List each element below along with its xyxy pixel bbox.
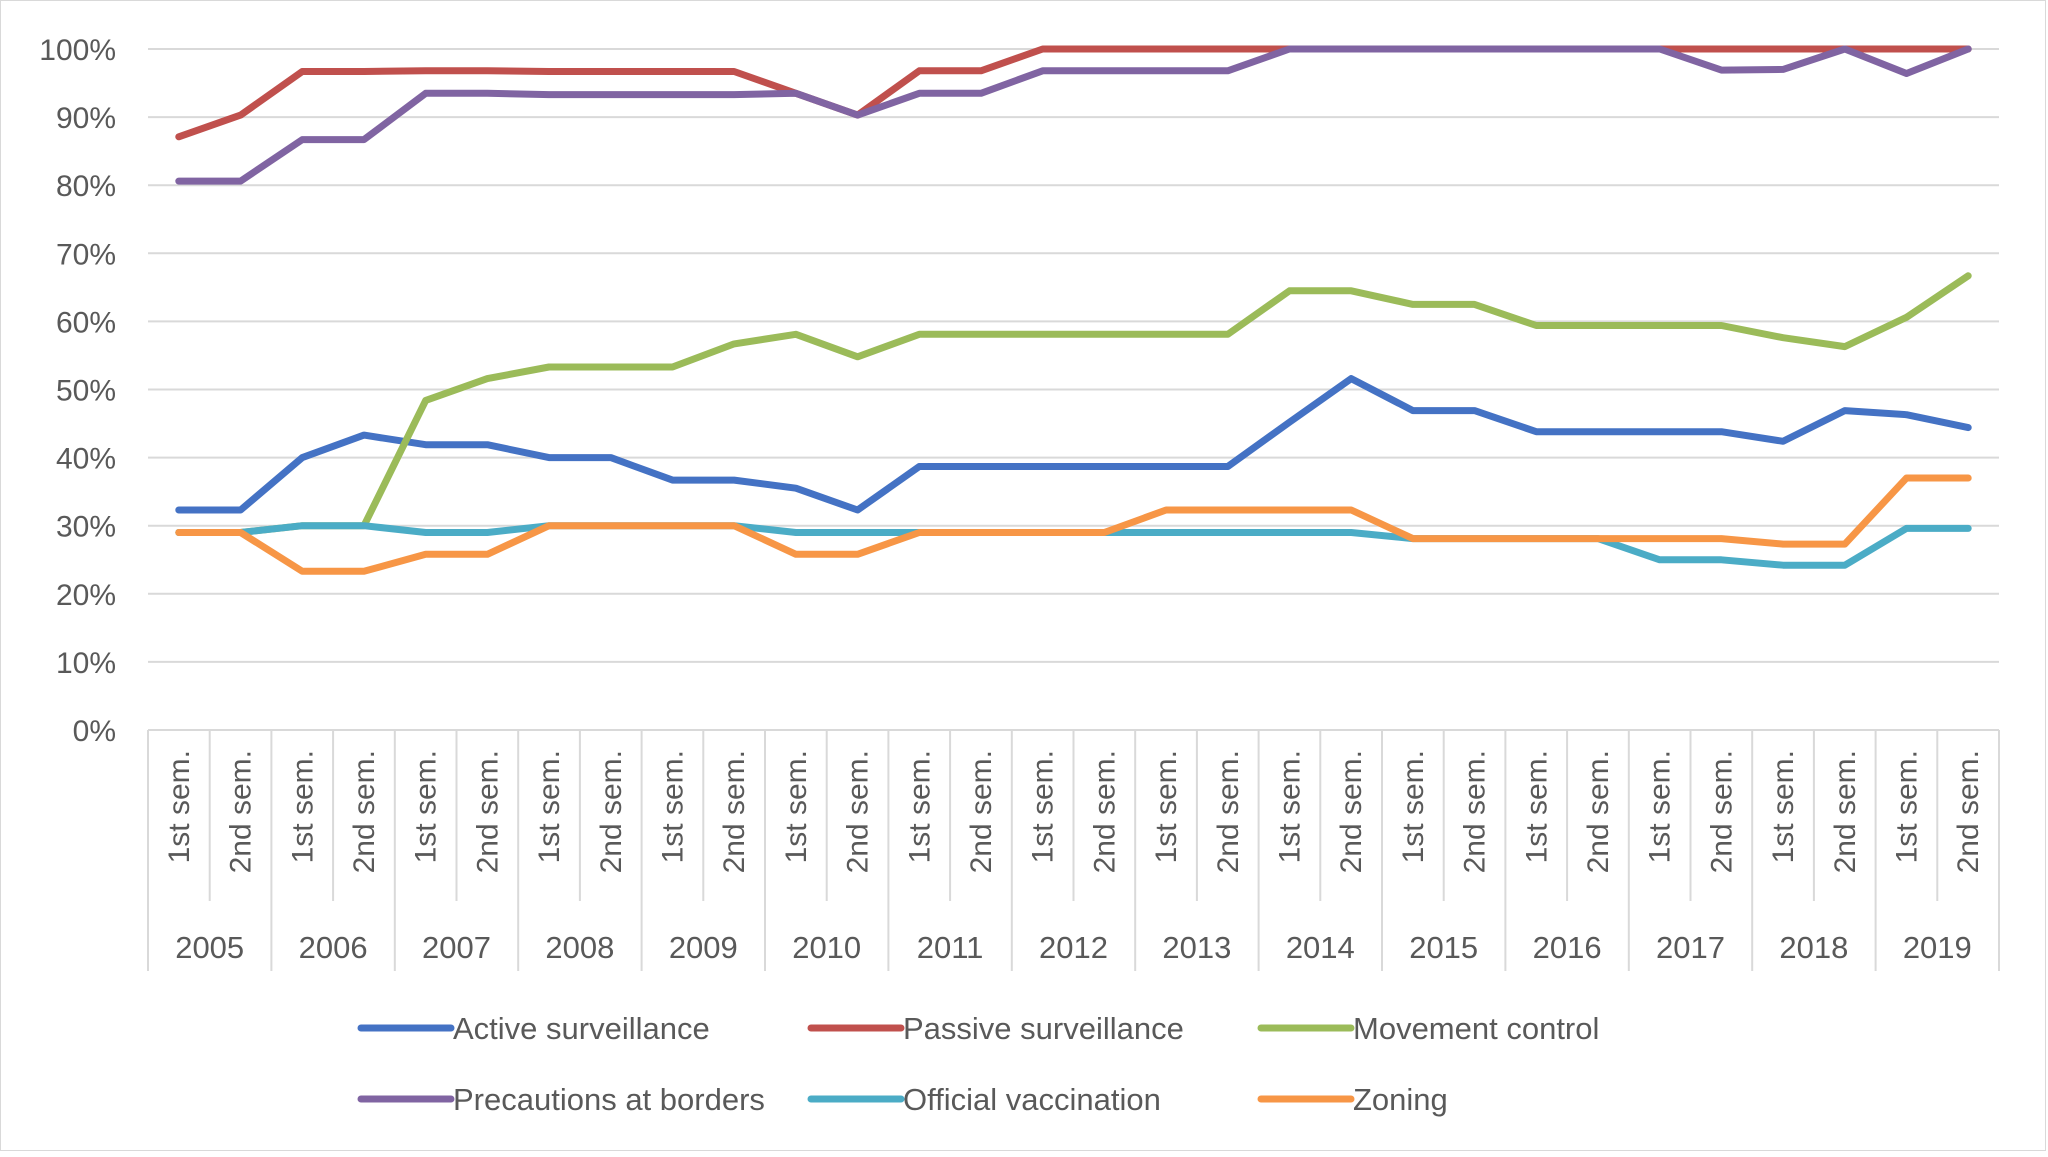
y-tick-label: 0%: [73, 715, 116, 748]
y-tick-label: 40%: [56, 443, 116, 476]
x-tick-label: 1st sem.: [410, 750, 443, 863]
x-tick-label: 2nd sem.: [1212, 750, 1245, 873]
x-tick-label: 1st sem.: [286, 750, 319, 863]
x-tick-label: 2nd sem.: [1705, 750, 1738, 873]
x-group-label: 2018: [1779, 930, 1848, 965]
x-tick-label: 2nd sem.: [471, 750, 504, 873]
x-tick-label: 2nd sem.: [1829, 750, 1862, 873]
x-group-label: 2015: [1409, 930, 1478, 965]
x-group-label: 2009: [669, 930, 738, 965]
x-tick-label: 1st sem.: [1767, 750, 1800, 863]
y-tick-label: 90%: [56, 102, 116, 135]
x-tick-label: 1st sem.: [163, 750, 196, 863]
axes: 0% 10% 20% 30% 40% 50% 60% 70% 80% 90% 100% 1st sem…: [39, 34, 2000, 971]
series-line: [175, 375, 1972, 514]
y-tick-label: 60%: [56, 306, 116, 339]
legend-label: Precautions at borders: [453, 1082, 765, 1117]
x-group-label: 2010: [792, 930, 861, 965]
x-tick-label: 2nd sem.: [842, 750, 875, 873]
x-tick-label: 1st sem.: [1027, 750, 1060, 863]
legend-label: Official vaccination: [903, 1082, 1161, 1117]
x-tick-label: 2nd sem.: [595, 750, 628, 873]
series-line: [175, 474, 1972, 575]
x-group-label: 2013: [1162, 930, 1231, 965]
series-line: [175, 272, 1972, 536]
x-group-label: 2014: [1286, 930, 1355, 965]
legend-label: Zoning: [1353, 1082, 1448, 1117]
y-tick-label: 70%: [56, 238, 116, 271]
x-tick-label: 2nd sem.: [1582, 750, 1615, 873]
y-tick-label: 20%: [56, 579, 116, 612]
x-tick-label: 2nd sem.: [718, 750, 751, 873]
y-tick-label: 100%: [39, 34, 116, 67]
y-tick-label: 50%: [56, 375, 116, 408]
x-group-label: 2007: [422, 930, 491, 965]
x-tick-label: 2nd sem.: [225, 750, 258, 873]
legend-label: Passive surveillance: [903, 1011, 1184, 1046]
x-tick-label: 2nd sem.: [965, 750, 998, 873]
x-tick-label: 1st sem.: [656, 750, 689, 863]
x-group-label: 2016: [1533, 930, 1602, 965]
x-tick-label: 1st sem.: [780, 750, 813, 863]
legend: Active surveillance Passive surveillance M…: [357, 1011, 1599, 1117]
x-tick-label: 1st sem.: [533, 750, 566, 863]
x-tick-label: 1st sem.: [1644, 750, 1677, 863]
x-tick-label: 1st sem.: [903, 750, 936, 863]
y-tick-label: 10%: [56, 647, 116, 680]
series-line: [175, 45, 1972, 185]
x-group-label: 2005: [175, 930, 244, 965]
legend-label: Movement control: [1353, 1011, 1599, 1046]
x-tick-label: 2nd sem.: [1459, 750, 1492, 873]
series-lines: [175, 45, 1972, 575]
gridlines: [148, 48, 1999, 663]
x-group-label: 2012: [1039, 930, 1108, 965]
x-group-label: 2008: [545, 930, 614, 965]
x-group-label: 2011: [917, 930, 984, 965]
x-tick-label: 2nd sem.: [348, 750, 381, 873]
x-tick-label: 1st sem.: [1890, 750, 1923, 863]
x-tick-label: 1st sem.: [1520, 750, 1553, 863]
x-tick-label: 2nd sem.: [1335, 750, 1368, 873]
y-tick-label: 30%: [56, 511, 116, 544]
x-group-label: 2006: [299, 930, 368, 965]
x-tick-label: 2nd sem.: [1088, 750, 1121, 873]
y-tick-label: 80%: [56, 170, 116, 203]
legend-label: Active surveillance: [453, 1011, 710, 1046]
x-tick-label: 1st sem.: [1273, 750, 1306, 863]
x-tick-label: 1st sem.: [1150, 750, 1183, 863]
x-group-label: 2017: [1656, 930, 1725, 965]
x-group-label: 2019: [1903, 930, 1972, 965]
x-tick-label: 1st sem.: [1397, 750, 1430, 863]
x-tick-label: 2nd sem.: [1952, 750, 1985, 873]
